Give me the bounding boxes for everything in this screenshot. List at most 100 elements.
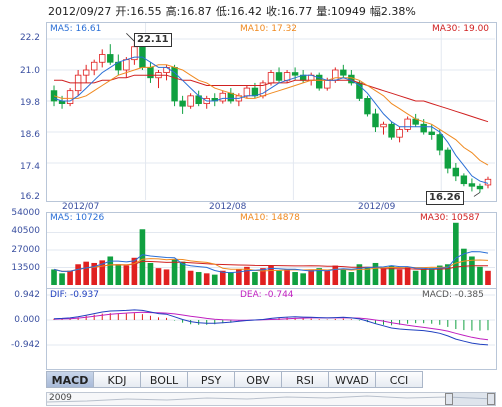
volume-bar [412,270,419,285]
volume-bar [477,266,483,285]
volume-bar [131,257,138,285]
navigator-handle-right[interactable] [487,393,495,405]
quote-header: 2012/09/27 开:16.55 高:16.87 低:16.42 收:16.77 量:… [48,3,420,19]
price-ytick: 16.2 [19,192,40,202]
date-label: 2012/08 [209,202,247,212]
volume-bar [308,269,314,285]
volume-bar [179,261,186,285]
candle-body [460,175,468,185]
tab-kdj[interactable]: KDJ [93,371,141,388]
volume-bar [75,264,81,285]
volume-bar [340,269,347,285]
candle-body [187,95,194,107]
candle-body [243,87,251,97]
tab-boll[interactable]: BOLL [140,371,188,388]
macd-panel[interactable] [46,288,497,370]
indicator-tabs: MACD KDJ BOLL PSY OBV RSI WVAD CCI [46,371,423,388]
volume-bar [276,270,282,285]
volume-bar [316,268,323,285]
volume-bar [461,248,467,285]
volume-bar [292,272,298,285]
macd-dea-label: DEA: -0.744 [240,290,294,300]
volume-bar [203,273,210,285]
volume-bar [219,270,226,285]
price-ytick: 18.6 [19,130,40,140]
vol-ytick: 27000 [11,245,40,255]
volume-bar [83,261,89,285]
volume-bar [107,256,114,285]
date-label: 2012/09 [358,202,396,212]
price-ytick: 22.2 [19,33,40,43]
volume-bar [485,270,491,285]
volume-bar [228,272,234,285]
volume-bar [195,272,202,285]
candle-body [107,54,114,63]
tab-cci[interactable]: CCI [375,371,423,388]
quote-high: 高:16.87 [165,5,212,18]
tab-macd[interactable]: MACD [46,371,94,388]
tab-wvad[interactable]: WVAD [328,371,376,388]
navigator-handle-left[interactable] [445,393,453,405]
tab-obv[interactable]: OBV [234,371,282,388]
volume-bar [284,269,290,285]
volume-bar [59,273,65,285]
candle-body [444,149,452,169]
candle-body [452,167,460,177]
candle-body [388,123,395,138]
ma10-line [53,64,489,166]
volume-bar [147,262,154,285]
range-navigator[interactable]: 2009 [46,392,496,406]
ma5-line [53,56,489,184]
volume-chart [47,222,495,285]
candle-body [372,113,379,128]
volume-bar [364,266,371,285]
quote-volume: 量:10949 [316,5,366,18]
quote-date: 2012/09/27 [48,5,112,18]
price-ytick: 21.0 [19,66,40,76]
volume-bar [236,269,242,285]
navigator-window[interactable] [453,393,489,405]
price-chart [47,23,495,200]
price-ma30-label: MA30: 19.00 [432,24,490,34]
macd-value-label: MACD: -0.385 [422,290,484,300]
date-label: 2012/07 [62,202,100,212]
volume-bar [396,269,403,285]
candle-body [404,118,411,130]
candle-body [476,185,484,190]
volume-bar [155,268,162,285]
volume-bar [348,272,355,285]
price-ytick: 17.4 [19,162,40,172]
macd-chart [47,294,495,346]
volume-bar [244,266,250,285]
candle-body [66,90,74,104]
tab-psy[interactable]: PSY [187,371,235,388]
candle-body [291,72,299,76]
volume-bar [67,270,73,285]
volume-bar [324,270,331,285]
tab-rsi[interactable]: RSI [281,371,329,388]
volume-bar [51,269,57,285]
candle-body [82,69,90,76]
candle-body [396,129,403,138]
vol-ma30-label: MA30: 10587 [420,213,480,223]
quote-low: 低:16.42 [215,5,263,18]
volume-bar [163,269,170,285]
candle-body [484,178,492,186]
candle-body [420,123,427,133]
price-panel[interactable] [46,22,497,202]
volume-bar [444,264,451,285]
min-price-callout: 16.26 [426,191,464,205]
navigator-year: 2009 [49,393,72,403]
quote-change: 幅2.38% [369,5,416,18]
volume-bar [436,265,443,285]
navigator-sparkline [47,395,495,403]
volume-bar [332,265,339,285]
max-price-callout: 22.11 [134,33,172,47]
quote-open: 开:16.55 [115,5,162,18]
candle-body [428,131,435,135]
min-callout-pointer [473,192,481,197]
vol-ytick: 40500 [11,226,40,236]
volume-bar [91,262,98,285]
candle-body [123,59,130,71]
volume-bar [372,262,379,285]
